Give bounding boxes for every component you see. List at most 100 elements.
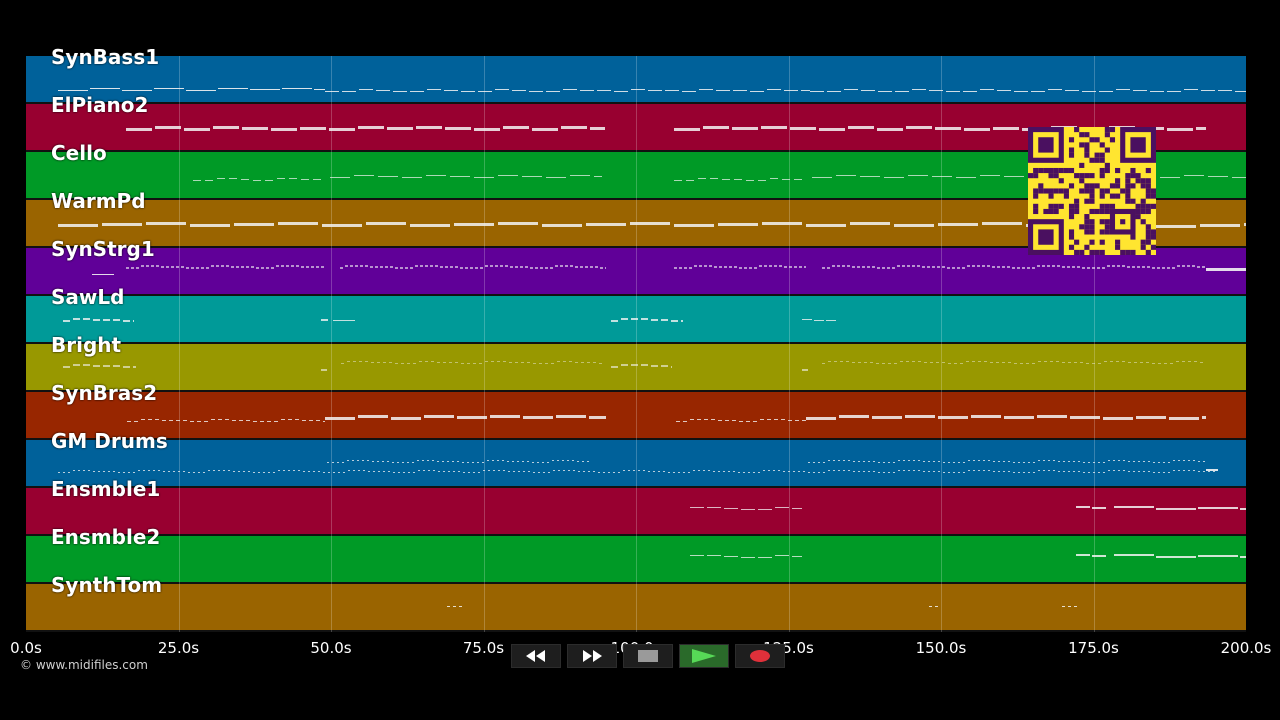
note-mark xyxy=(998,471,1000,472)
note-mark xyxy=(373,471,375,472)
note-mark xyxy=(83,470,85,471)
note-mark xyxy=(1200,224,1240,227)
track-name: ElPiano2 xyxy=(51,93,149,117)
note-mark xyxy=(894,224,934,227)
note-mark xyxy=(265,180,273,181)
record-button[interactable] xyxy=(735,644,785,668)
note-mark xyxy=(228,470,230,471)
note-mark xyxy=(181,266,184,268)
note-mark xyxy=(256,267,259,269)
note-mark xyxy=(88,470,90,471)
note-mark xyxy=(690,419,694,420)
note-mark xyxy=(515,266,518,268)
note-mark xyxy=(166,266,169,268)
note-mark xyxy=(681,320,683,322)
stop-button[interactable] xyxy=(623,644,673,668)
rewind-button[interactable] xyxy=(511,644,561,668)
note-mark xyxy=(300,127,326,130)
note-mark xyxy=(377,461,379,462)
note-mark xyxy=(593,362,596,363)
note-mark xyxy=(827,267,830,269)
note-mark xyxy=(864,362,867,363)
note-mark xyxy=(316,266,319,268)
note-mark xyxy=(282,88,312,89)
note-mark xyxy=(490,265,493,267)
note-mark xyxy=(936,362,939,363)
note-mark xyxy=(216,265,219,267)
note-mark xyxy=(1138,461,1140,462)
note-mark xyxy=(258,472,260,473)
note-mark xyxy=(437,362,440,363)
note-mark xyxy=(431,361,434,362)
note-mark xyxy=(355,265,358,267)
note-mark xyxy=(852,266,855,268)
track-separator xyxy=(26,342,1246,344)
note-mark xyxy=(520,266,523,268)
note-mark xyxy=(962,267,965,269)
note-mark xyxy=(306,266,309,268)
note-mark xyxy=(852,362,855,363)
note-mark xyxy=(764,265,767,267)
note-mark xyxy=(301,179,309,180)
note-mark xyxy=(784,90,798,91)
note-mark xyxy=(545,267,548,269)
note-mark xyxy=(477,462,479,463)
note-mark xyxy=(853,461,855,462)
note-mark xyxy=(570,175,590,176)
note-mark xyxy=(445,266,448,268)
note-mark xyxy=(597,90,611,91)
gridline xyxy=(789,56,790,632)
note-mark xyxy=(327,462,329,463)
note-mark xyxy=(676,421,680,422)
note-mark xyxy=(848,460,850,461)
note-mark xyxy=(211,265,214,267)
note-mark xyxy=(390,266,393,268)
note-mark xyxy=(1160,177,1180,178)
note-mark xyxy=(1188,470,1190,471)
note-mark xyxy=(779,265,782,267)
note-mark xyxy=(445,127,471,130)
tick-label: 200.0s xyxy=(1220,639,1272,657)
note-mark xyxy=(814,320,824,321)
note-mark xyxy=(221,265,224,267)
note-mark xyxy=(595,266,598,268)
note-mark xyxy=(136,267,139,269)
note-mark xyxy=(538,472,540,473)
note-mark xyxy=(938,471,940,472)
note-mark xyxy=(330,177,350,178)
note-mark xyxy=(461,91,475,92)
note-mark xyxy=(912,265,915,267)
note-mark xyxy=(342,462,344,463)
qr-code[interactable] xyxy=(1028,127,1156,255)
fast-forward-icon xyxy=(583,650,602,662)
note-mark xyxy=(190,421,194,422)
note-mark xyxy=(188,472,190,473)
note-mark xyxy=(410,267,413,269)
note-mark xyxy=(802,369,808,371)
note-mark xyxy=(633,470,635,471)
note-mark xyxy=(143,470,145,471)
note-mark xyxy=(246,420,250,421)
note-mark xyxy=(198,472,200,473)
note-mark xyxy=(352,460,354,461)
track-separator xyxy=(26,150,1246,152)
note-mark xyxy=(1078,461,1080,462)
note-mark xyxy=(898,470,900,471)
note-mark xyxy=(888,462,890,463)
note-mark xyxy=(788,420,792,421)
fast-forward-button[interactable] xyxy=(567,644,617,668)
note-mark xyxy=(674,128,700,131)
play-button[interactable] xyxy=(679,644,729,668)
gridline xyxy=(1094,56,1095,632)
note-mark xyxy=(1026,224,1028,227)
note-mark xyxy=(203,472,205,473)
note-mark xyxy=(888,472,890,473)
note-mark xyxy=(794,179,802,180)
note-mark xyxy=(358,415,388,418)
note-mark xyxy=(405,267,408,269)
note-mark xyxy=(683,421,687,422)
note-mark xyxy=(141,419,145,420)
note-mark xyxy=(767,89,781,90)
note-mark xyxy=(982,265,985,267)
note-mark xyxy=(557,460,559,461)
